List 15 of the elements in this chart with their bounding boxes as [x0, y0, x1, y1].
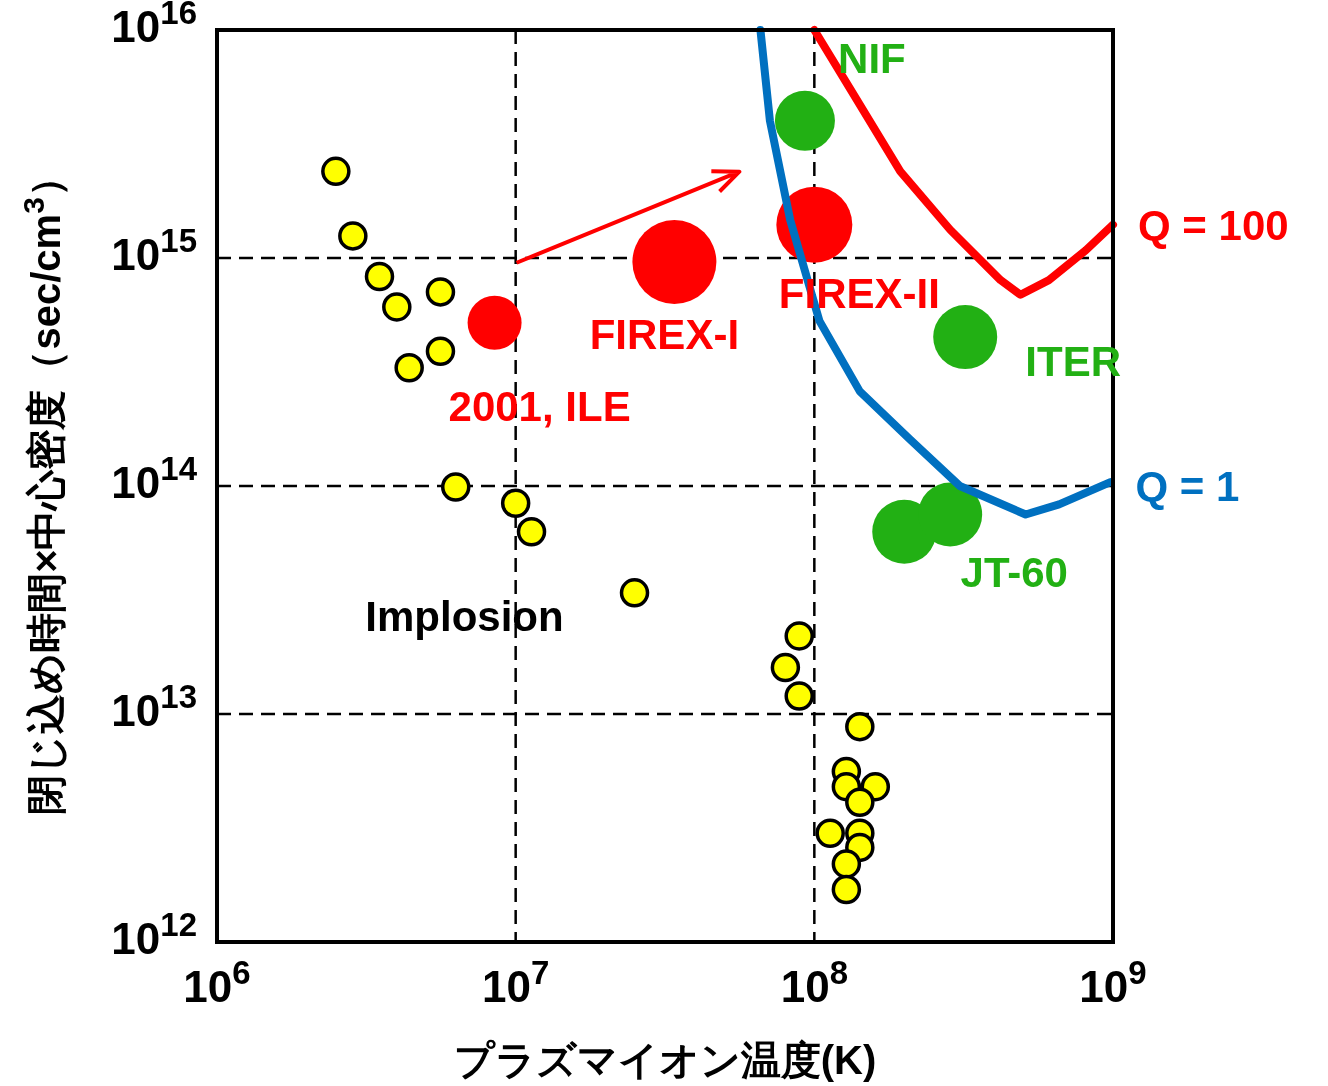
- series-label: Implosion: [365, 592, 564, 640]
- series-label: Q = 1: [1135, 462, 1240, 510]
- x-tick-label: 10$^{9}$: [1079, 953, 1147, 1011]
- x-tick-label: 10$^{8}$: [780, 953, 848, 1011]
- series-label: NIF: [838, 34, 906, 82]
- series-label: FIREX-I: [589, 310, 740, 358]
- series-label: JT-60: [960, 548, 1068, 596]
- y-tick-label: 10$^{15}$: [111, 221, 197, 279]
- x-tick-label: 10$^{7}$: [482, 953, 550, 1011]
- y-tick-label: 10$^{14}$: [111, 449, 198, 507]
- y-tick-label: 10$^{16}$: [111, 0, 197, 51]
- series-label: 2001, ILE: [448, 382, 631, 430]
- series-label: Q = 100: [1138, 201, 1289, 249]
- y-tick-label: 10$^{13}$: [111, 677, 197, 735]
- x-axis-title: プラズマイオン温度(K): [453, 1038, 877, 1082]
